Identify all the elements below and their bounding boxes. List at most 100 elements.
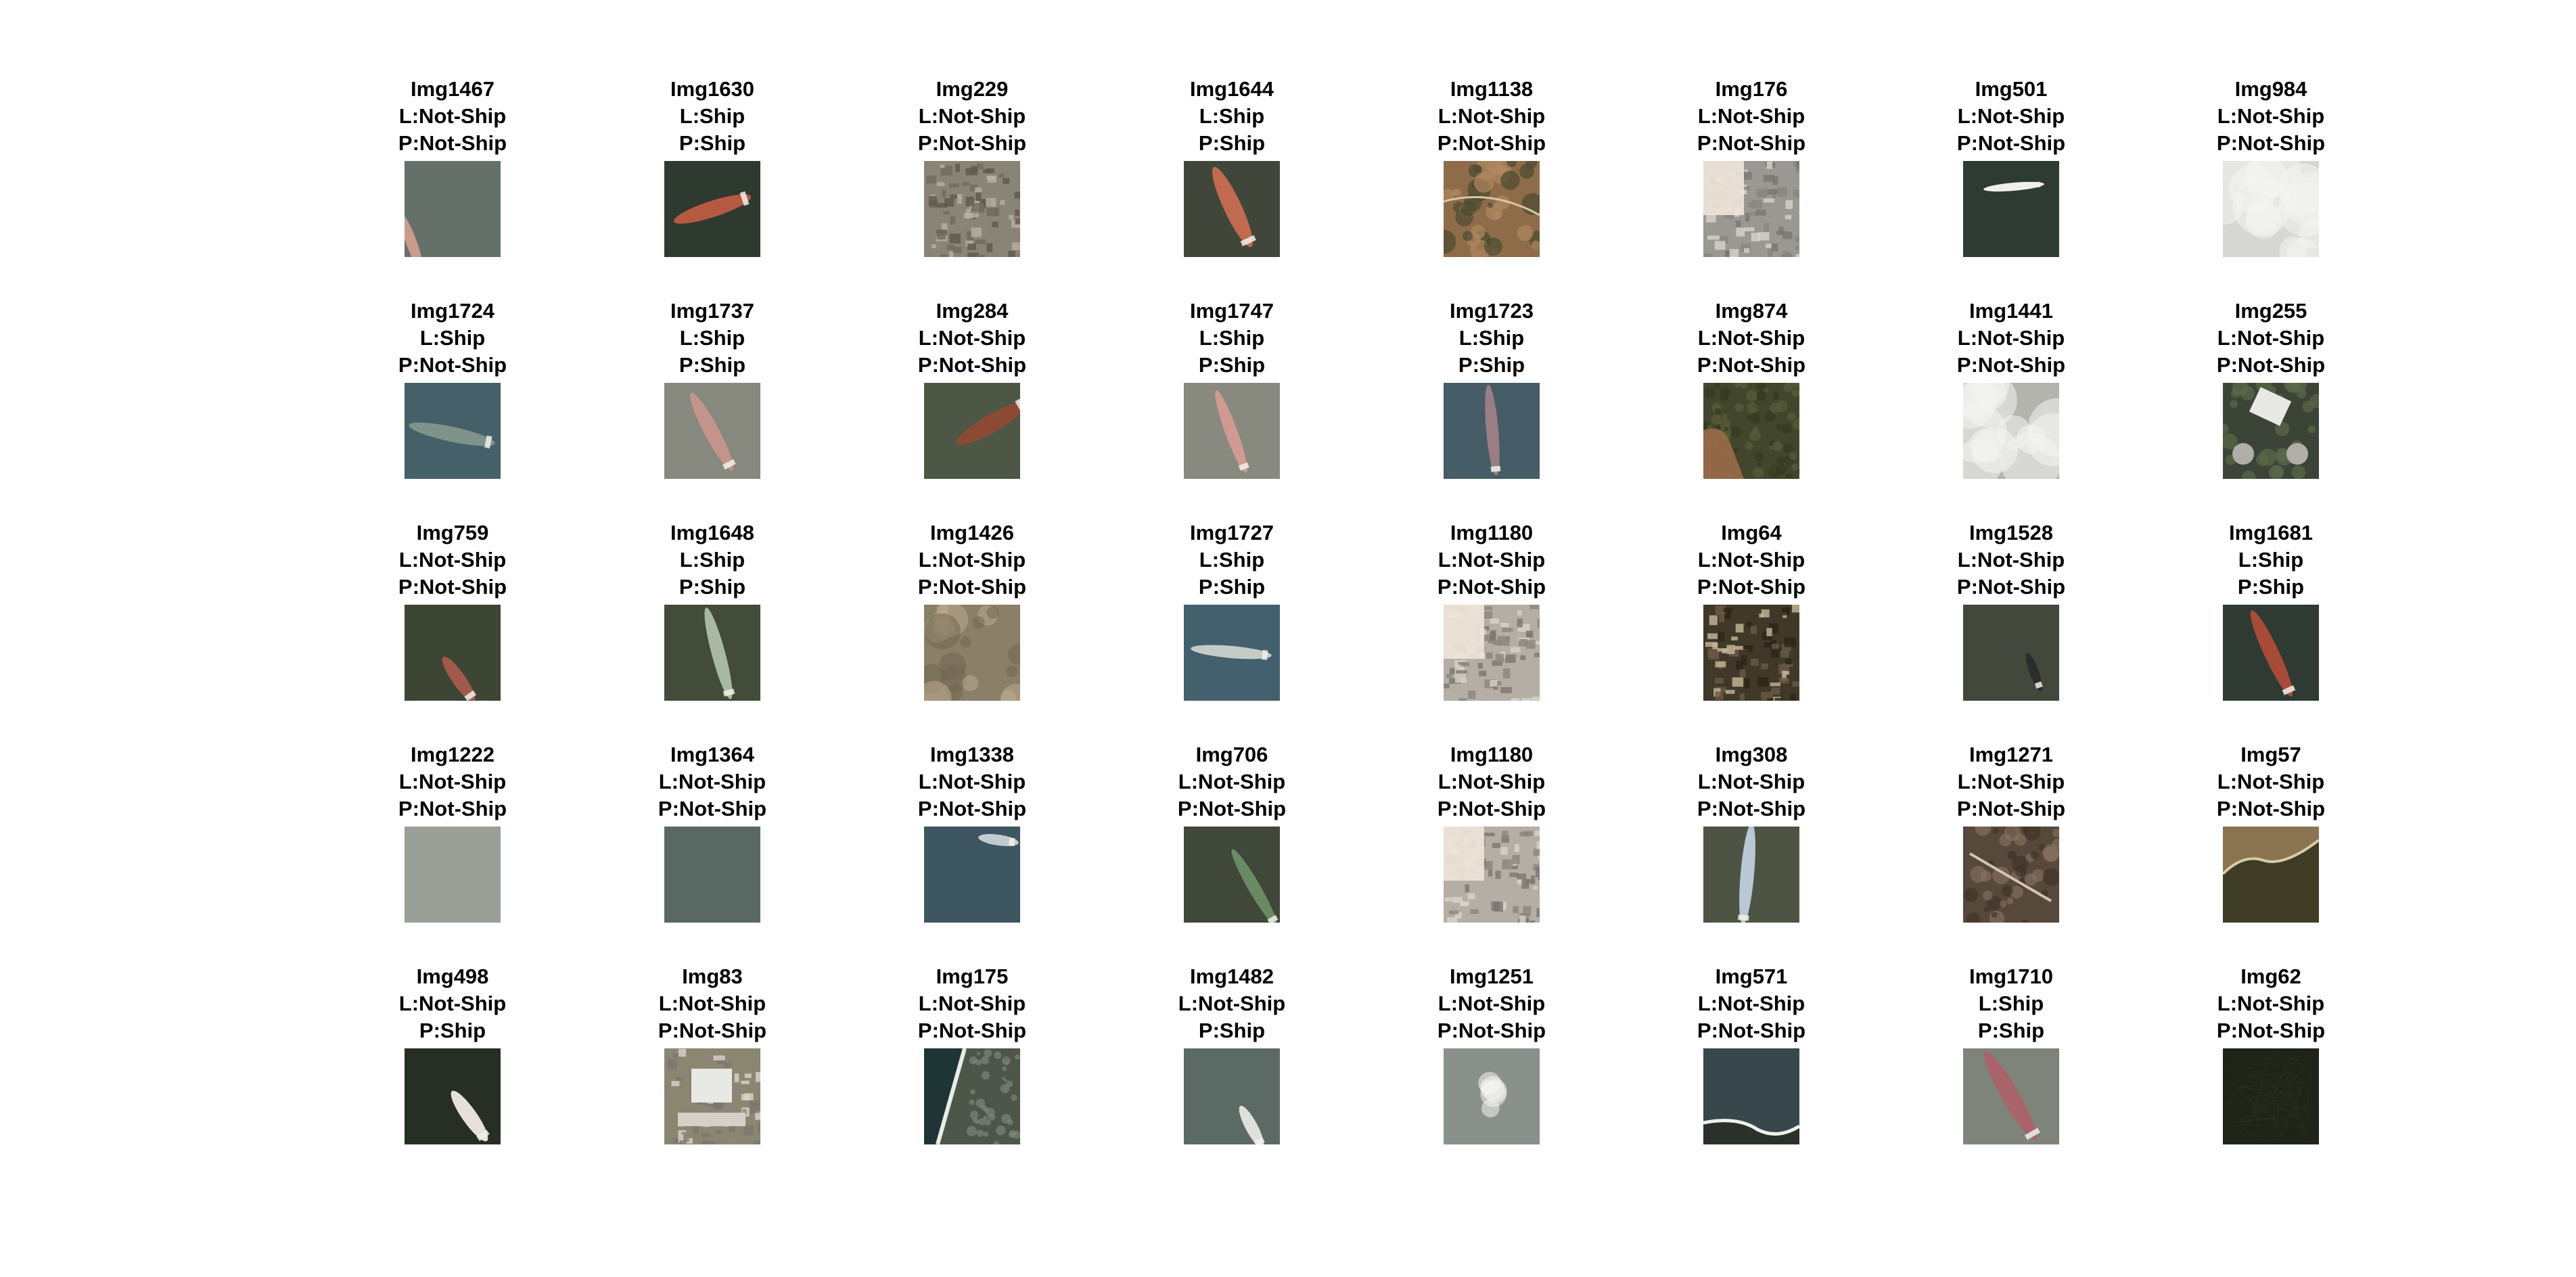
tile-predicted-label: P:Ship — [1458, 353, 1525, 377]
tile-true-label: L:Ship — [679, 548, 745, 572]
satellite-thumbnail — [1703, 161, 1799, 257]
image-tile: Img1441 L:Not-Ship P:Not-Ship — [1917, 298, 2105, 505]
tile-image-id: Img255 — [2234, 299, 2307, 323]
tile-image-id: Img1180 — [1450, 743, 1534, 766]
satellite-thumbnail — [2223, 827, 2319, 923]
tile-predicted-label: P:Not-Ship — [917, 353, 1027, 377]
tile-image-id: Img1441 — [1969, 299, 2054, 323]
tile-predicted-label: P:Not-Ship — [398, 353, 507, 377]
tile-predicted-label: P:Ship — [678, 575, 746, 599]
tile-image-id: Img984 — [2234, 77, 2307, 101]
tile-predicted-label: P:Not-Ship — [917, 575, 1027, 599]
tile-true-label: L:Not-Ship — [918, 770, 1026, 793]
satellite-thumbnail — [1963, 161, 2059, 257]
tile-image-id: Img1528 — [1969, 521, 2054, 544]
tile-image-id: Img571 — [1715, 965, 1788, 988]
image-tile: Img255 L:Not-Ship P:Not-Ship — [2177, 298, 2365, 505]
tile-true-label: L:Not-Ship — [918, 326, 1026, 350]
tile-true-label: L:Ship — [419, 326, 486, 350]
tile-image-id: Img1737 — [670, 299, 755, 323]
tile-true-label: L:Not-Ship — [1957, 104, 2065, 128]
image-tile: Img1222 L:Not-Ship P:Not-Ship — [359, 741, 547, 948]
tile-predicted-label: P:Not-Ship — [398, 575, 507, 599]
tile-true-label: L:Not-Ship — [1697, 992, 1806, 1015]
tile-true-label: L:Not-Ship — [1957, 548, 2065, 572]
tile-true-label: L:Not-Ship — [918, 992, 1026, 1015]
tile-image-id: Img1747 — [1189, 299, 1274, 323]
tile-image-id: Img1251 — [1449, 965, 1534, 988]
satellite-thumbnail — [1184, 1048, 1280, 1144]
tile-predicted-label: P:Not-Ship — [1437, 1019, 1546, 1042]
satellite-thumbnail — [1963, 605, 2059, 701]
tile-predicted-label: P:Not-Ship — [658, 797, 767, 820]
tile-image-id: Img1681 — [2228, 521, 2314, 544]
satellite-thumbnail — [405, 605, 501, 701]
satellite-thumbnail — [405, 827, 501, 923]
image-tile: Img1747 L:Ship P:Ship — [1138, 298, 1326, 505]
satellite-thumbnail — [1703, 1048, 1799, 1144]
tile-image-id: Img1724 — [410, 299, 495, 323]
tile-predicted-label: P:Not-Ship — [1697, 575, 1806, 599]
satellite-thumbnail — [1444, 383, 1540, 479]
tile-predicted-label: P:Not-Ship — [1437, 797, 1546, 820]
tile-image-id: Img229 — [936, 77, 1009, 101]
tile-image-id: Img1630 — [670, 77, 755, 101]
tile-image-id: Img759 — [416, 521, 489, 544]
tile-true-label: L:Not-Ship — [398, 104, 507, 128]
tile-true-label: L:Not-Ship — [918, 548, 1026, 572]
image-tile: Img706 L:Not-Ship P:Not-Ship — [1138, 741, 1326, 948]
image-tile: Img64 L:Not-Ship P:Not-Ship — [1657, 519, 1845, 726]
image-tile: Img176 L:Not-Ship P:Not-Ship — [1657, 76, 1845, 283]
tile-predicted-label: P:Not-Ship — [2216, 353, 2326, 377]
tile-image-id: Img1482 — [1189, 965, 1274, 988]
tile-predicted-label: P:Not-Ship — [2216, 1019, 2326, 1042]
image-tile: Img284 L:Not-Ship P:Not-Ship — [878, 298, 1066, 505]
tile-true-label: L:Ship — [679, 104, 745, 128]
image-tile: Img1710 L:Ship P:Ship — [1917, 963, 2105, 1170]
satellite-thumbnail — [924, 1048, 1020, 1144]
image-tile: Img1724 L:Ship P:Not-Ship — [359, 298, 547, 505]
satellite-thumbnail — [405, 383, 501, 479]
tile-image-id: Img706 — [1195, 743, 1268, 766]
tile-true-label: L:Not-Ship — [1438, 548, 1546, 572]
tile-predicted-label: P:Ship — [2237, 575, 2305, 599]
satellite-thumbnail — [1184, 827, 1280, 923]
tile-image-id: Img1426 — [929, 521, 1015, 544]
image-tile: Img1723 L:Ship P:Ship — [1398, 298, 1586, 505]
tile-true-label: L:Not-Ship — [658, 770, 766, 793]
image-tile: Img501 L:Not-Ship P:Not-Ship — [1917, 76, 2105, 283]
satellite-thumbnail — [1703, 383, 1799, 479]
satellite-thumbnail — [1444, 1048, 1540, 1144]
image-tile: Img175 L:Not-Ship P:Not-Ship — [878, 963, 1066, 1170]
tile-predicted-label: P:Not-Ship — [398, 797, 507, 820]
tile-predicted-label: P:Not-Ship — [398, 131, 507, 155]
satellite-thumbnail — [1963, 383, 2059, 479]
image-tile: Img229 L:Not-Ship P:Not-Ship — [878, 76, 1066, 283]
satellite-thumbnail — [664, 827, 760, 923]
tile-image-id: Img57 — [2240, 743, 2301, 766]
tile-predicted-label: P:Not-Ship — [658, 1019, 767, 1042]
satellite-thumbnail — [664, 1048, 760, 1144]
satellite-thumbnail — [1184, 161, 1280, 257]
tile-image-id: Img1467 — [410, 77, 495, 101]
tile-image-id: Img1723 — [1449, 299, 1534, 323]
image-tile: Img62 L:Not-Ship P:Not-Ship — [2177, 963, 2365, 1170]
satellite-thumbnail — [2223, 605, 2319, 701]
tile-predicted-label: P:Not-Ship — [1956, 131, 2066, 155]
satellite-thumbnail — [924, 605, 1020, 701]
image-tile: Img57 L:Not-Ship P:Not-Ship — [2177, 741, 2365, 948]
tile-true-label: L:Not-Ship — [1957, 326, 2065, 350]
image-tile: Img1180 L:Not-Ship P:Not-Ship — [1398, 741, 1586, 948]
tile-true-label: L:Not-Ship — [1438, 770, 1546, 793]
image-tile: Img1727 L:Ship P:Ship — [1138, 519, 1326, 726]
tile-predicted-label: P:Not-Ship — [2216, 797, 2326, 820]
image-tile: Img1482 L:Not-Ship P:Ship — [1138, 963, 1326, 1170]
tile-image-id: Img62 — [2240, 965, 2301, 988]
tile-image-id: Img1364 — [670, 743, 755, 766]
satellite-thumbnail — [2223, 1048, 2319, 1144]
image-tile: Img571 L:Not-Ship P:Not-Ship — [1657, 963, 1845, 1170]
image-tile: Img1180 L:Not-Ship P:Not-Ship — [1398, 519, 1586, 726]
tile-predicted-label: P:Ship — [1198, 131, 1266, 155]
tile-image-id: Img501 — [1975, 77, 2048, 101]
tile-true-label: L:Not-Ship — [1178, 770, 1286, 793]
